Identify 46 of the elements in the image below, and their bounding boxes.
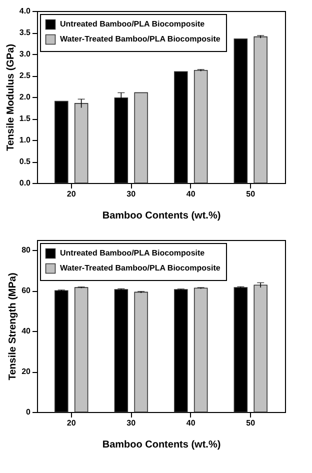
x-tick-label: 50 (246, 190, 256, 198)
bar (174, 289, 188, 412)
x-tick-label: 40 (186, 190, 196, 198)
bar (174, 71, 188, 184)
y-tick-label: 80 (22, 246, 32, 255)
legend-label: Water-Treated Bamboo/PLA Biocomposite (60, 34, 221, 44)
y-tick-label: 0.0 (19, 178, 32, 188)
legend-label: Untreated Bamboo/PLA Biocomposite (60, 20, 206, 28)
bar (74, 287, 88, 412)
bar (254, 284, 268, 412)
x-tick-label: 40 (186, 418, 196, 428)
bar (134, 92, 148, 184)
y-axis-title: Tensile Strength (MPa) (8, 272, 19, 380)
legend-label: Untreated Bamboo/PLA Biocomposite (60, 248, 206, 258)
bar (54, 290, 68, 412)
x-tick-label: 20 (66, 418, 76, 428)
y-tick-label: 1.5 (19, 114, 32, 123)
bar (114, 97, 128, 184)
y-axis-title: Tensile Modulus (GPa) (5, 44, 16, 152)
x-tick-label: 30 (126, 418, 136, 428)
legend-label: Water-Treated Bamboo/PLA Biocomposite (60, 264, 221, 272)
bar (194, 288, 208, 412)
x-tick-label: 20 (66, 190, 76, 198)
x-axis-title: Bamboo Contents (wt.%) (102, 210, 221, 222)
y-tick-label: 20 (22, 367, 32, 376)
y-tick-label: 60 (22, 286, 32, 296)
y-tick-label: 0.5 (19, 157, 32, 166)
y-tick-label: 1.0 (19, 136, 32, 144)
x-tick-label: 30 (126, 190, 136, 198)
bar (74, 103, 88, 184)
bar (54, 100, 68, 184)
x-axis-title: Bamboo Contents (wt.%) (102, 440, 221, 450)
y-tick-label: 4.0 (19, 6, 32, 16)
bar (114, 289, 128, 412)
y-tick-label: 3.0 (19, 50, 32, 58)
y-tick-label: 2.0 (19, 92, 32, 102)
bar (254, 36, 268, 184)
bar (134, 292, 148, 412)
bar (194, 70, 208, 184)
y-tick-label: 0 (26, 408, 32, 416)
bar (234, 287, 248, 412)
bar (234, 38, 248, 184)
y-tick-label: 3.5 (19, 28, 32, 37)
y-tick-label: 40 (22, 326, 32, 336)
y-tick-label: 2.5 (19, 71, 32, 80)
x-tick-label: 50 (246, 418, 256, 428)
